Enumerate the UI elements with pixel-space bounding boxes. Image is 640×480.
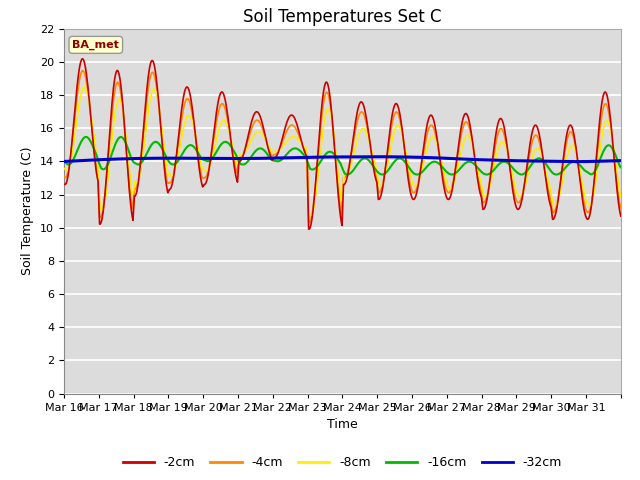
Title: Soil Temperatures Set C: Soil Temperatures Set C bbox=[243, 8, 442, 26]
Y-axis label: Soil Temperature (C): Soil Temperature (C) bbox=[22, 147, 35, 276]
X-axis label: Time: Time bbox=[327, 418, 358, 431]
Text: BA_met: BA_met bbox=[72, 40, 119, 50]
Legend: -2cm, -4cm, -8cm, -16cm, -32cm: -2cm, -4cm, -8cm, -16cm, -32cm bbox=[118, 451, 567, 474]
